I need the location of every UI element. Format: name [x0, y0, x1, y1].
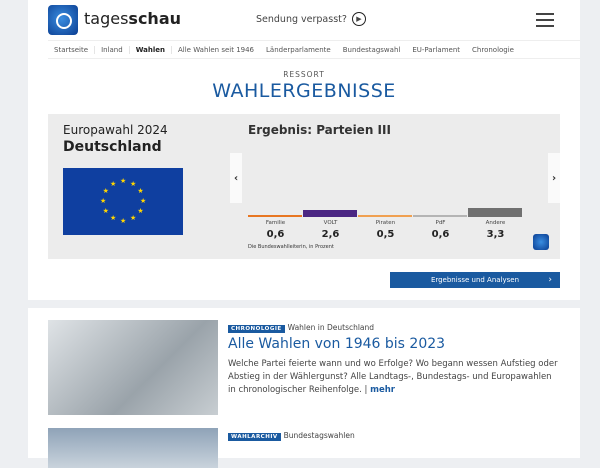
star-icon: ★	[110, 179, 117, 188]
play-icon: ▶	[351, 12, 366, 26]
star-icon: ★	[100, 197, 107, 205]
reichstag-image[interactable]	[48, 428, 218, 468]
article-topic: Wahlen in Deutschland	[287, 323, 375, 332]
tagesschau-icon	[533, 234, 549, 250]
star-icon: ★	[120, 217, 127, 225]
bar-chart: Familie 0,6 VOLT 2,6 Piraten 0,5 PdF 0,6 Andere 3…	[248, 194, 524, 254]
chevron-right-icon: ›	[548, 275, 552, 285]
article-list: CHRONOLOGIE Wahlen in Deutschland Alle Wa…	[28, 308, 580, 468]
nav-laenderparlamente[interactable]: Länderparlamente	[266, 45, 331, 54]
article-meta: WAHLARCHIV Bundestagswahlen	[228, 431, 355, 441]
bar	[248, 215, 302, 217]
star-icon: ★	[140, 197, 147, 205]
bar-value: 0,5	[376, 229, 395, 240]
bar-value: 2,6	[321, 229, 340, 240]
bar-label: VOLT	[323, 220, 338, 226]
bar-label: Andere	[485, 220, 506, 226]
nav-chronologie[interactable]: Chronologie	[472, 45, 514, 54]
bar-value: 0,6	[266, 229, 285, 240]
star-icon: ★	[137, 187, 144, 195]
article-tag[interactable]: WAHLARCHIV	[228, 433, 281, 441]
button-label: Ergebnisse und Analysen	[430, 276, 520, 284]
brand-light: tages	[84, 9, 129, 28]
more-link[interactable]: mehr	[370, 385, 395, 395]
missed-show-link[interactable]: Sendung verpasst? ▶	[256, 12, 366, 26]
bar-label: Piraten	[375, 220, 396, 226]
nav-eu-parlament[interactable]: EU-Parlament	[412, 45, 461, 54]
article-teaser: Welche Partei feierte wann und wo Erfolg…	[228, 359, 558, 395]
nav-bundestagswahl[interactable]: Bundestagswahl	[342, 45, 401, 54]
bar	[468, 207, 522, 217]
tagesschau-logo[interactable]	[48, 5, 78, 35]
article-topic: Bundestagswahlen	[283, 431, 355, 440]
article-title[interactable]: Alle Wahlen von 1946 bis 2023	[228, 336, 446, 352]
page-title: WAHLERGEBNISSE	[212, 80, 396, 102]
bar	[303, 209, 357, 217]
bar-value: 3,3	[486, 229, 505, 240]
teaser-text: Welche Partei feierte wann und wo Erfolg…	[228, 359, 558, 395]
bar-label: PdF	[435, 220, 446, 226]
chevron-right-icon[interactable]: ›	[548, 153, 560, 203]
article-tag[interactable]: CHRONOLOGIE	[228, 325, 285, 333]
chart-title: Ergebnis: Parteien III	[248, 123, 391, 137]
nav-inland[interactable]: Inland	[95, 45, 130, 54]
article-meta: CHRONOLOGIE Wahlen in Deutschland	[228, 323, 374, 333]
results-analysis-button[interactable]: Ergebnisse und Analysen ›	[390, 272, 560, 288]
chart-source: Die Bundeswahlleiterin, in Prozent	[248, 244, 334, 250]
bar-label: Familie	[265, 220, 286, 226]
star-icon: ★	[102, 207, 109, 215]
ressort-label: RESSORT	[283, 70, 325, 79]
star-icon: ★	[110, 214, 117, 223]
bar	[413, 215, 467, 217]
star-icon: ★	[137, 207, 144, 215]
bar-value: 0,6	[431, 229, 450, 240]
election-name: Europawahl 2024	[63, 123, 168, 137]
nav-wahlen[interactable]: Wahlen	[130, 45, 172, 54]
star-icon: ★	[130, 214, 137, 223]
election-region: Deutschland	[63, 139, 162, 155]
breadcrumb-nav: Startseite Inland Wahlen Alle Wahlen sei…	[48, 40, 580, 59]
result-widget: Europawahl 2024 Deutschland ★ ★ ★ ★ ★ ★ ★ ★ ★ ★ ★ ★…	[48, 114, 560, 259]
ballot-image[interactable]	[48, 320, 218, 415]
chevron-left-icon[interactable]: ‹	[230, 153, 242, 203]
brand-bold: schau	[128, 9, 182, 28]
star-icon: ★	[130, 179, 137, 188]
brand-name[interactable]: tagesschau	[84, 9, 181, 28]
star-icon: ★	[120, 177, 127, 185]
menu-icon[interactable]	[536, 13, 554, 31]
results-section: tagesschau Sendung verpasst? ▶ Startseite…	[28, 0, 580, 300]
nav-startseite[interactable]: Startseite	[48, 45, 96, 54]
eu-flag: ★ ★ ★ ★ ★ ★ ★ ★ ★ ★ ★ ★	[63, 168, 183, 235]
bar	[358, 215, 412, 217]
star-icon: ★	[102, 187, 109, 195]
nav-alle-wahlen[interactable]: Alle Wahlen seit 1946	[178, 45, 255, 54]
missed-label: Sendung verpasst?	[256, 13, 347, 25]
